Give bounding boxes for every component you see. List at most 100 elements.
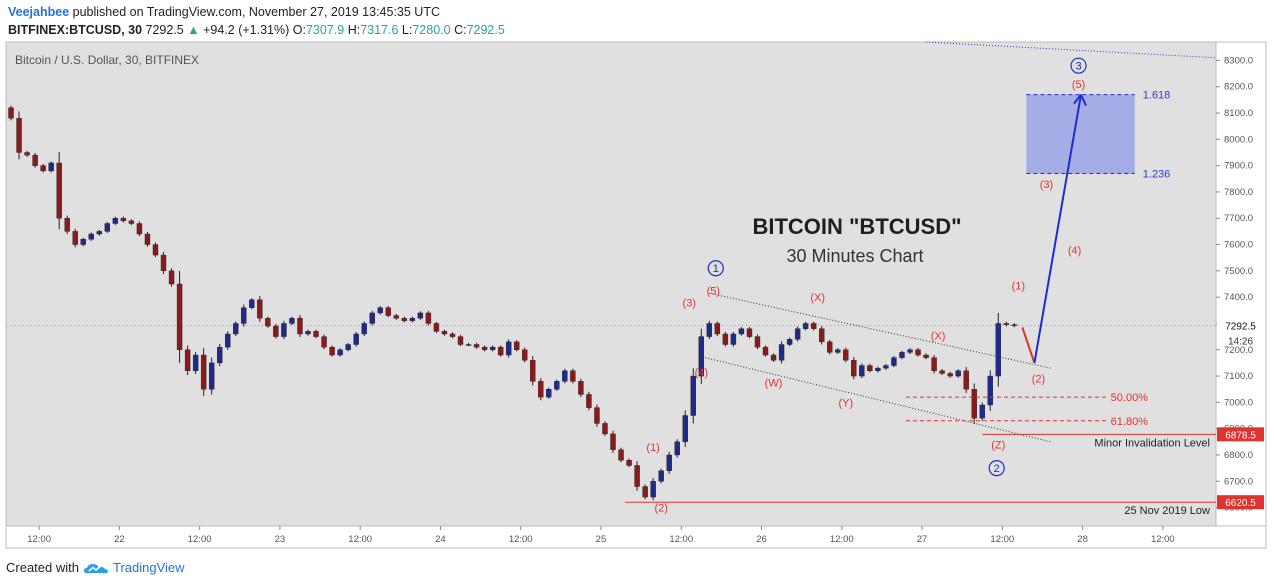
candle-body: [168, 270, 175, 285]
candle-body: [128, 220, 135, 224]
candle-body: [522, 349, 528, 361]
y-tick-label: 7900.0: [1224, 161, 1253, 172]
candle-body: [144, 233, 151, 245]
candle-body: [594, 407, 600, 424]
candle-body: [96, 231, 103, 235]
wave-label: (Y): [838, 397, 853, 409]
candle-body: [417, 312, 424, 319]
y-tick-label: 8100.0: [1224, 108, 1253, 119]
wave-label: (1): [1012, 280, 1025, 292]
candle-body: [505, 341, 512, 356]
last-price-tag-bg: [1217, 318, 1264, 333]
candle-body: [859, 365, 865, 377]
candle-body: [802, 323, 809, 329]
candle-body: [714, 323, 721, 335]
wave-circle: [988, 460, 1005, 477]
candle-body: [915, 349, 921, 356]
candle-body: [513, 341, 520, 350]
candle-body: [618, 449, 624, 461]
x-tick-label: 23: [275, 534, 286, 545]
candles: [8, 105, 1018, 501]
open-value: 7307.9: [305, 23, 345, 37]
candle-body: [810, 323, 817, 329]
chart-subtitle: 30 Minutes Chart: [786, 246, 923, 266]
y-tick-label: 7400.0: [1224, 292, 1253, 303]
candle-body: [819, 328, 825, 343]
candle-body: [289, 317, 295, 324]
y-tick-label: 7200.0: [1224, 345, 1253, 356]
candle-body: [136, 223, 143, 235]
invalidation-label: Minor Invalidation Level: [1094, 437, 1210, 449]
arrow-head: [1073, 93, 1087, 107]
candle-body: [947, 373, 953, 377]
tradingview-brand[interactable]: TradingView: [112, 560, 185, 575]
price-chart[interactable]: Bitcoin / U.S. Dollar, 30, BITFINEX 6600…: [0, 40, 1274, 550]
candle-body: [481, 346, 488, 350]
candle-body: [16, 118, 22, 153]
price-axis[interactable]: [1215, 41, 1267, 527]
candle-body: [642, 486, 648, 498]
x-tick-label: 12:00: [1151, 534, 1175, 545]
candle-body: [441, 331, 448, 335]
x-axis-labels: 12:00 22 12:00 23 12:00 24 12:00 25 12:00 26 12:00…: [27, 526, 1175, 545]
candle-body: [987, 375, 993, 406]
wave-label: (1): [646, 442, 659, 454]
fib-1618-label: 1.618: [1143, 90, 1171, 102]
candle-body: [273, 325, 279, 337]
candle-body: [570, 370, 576, 382]
footer: Created with TradingView: [6, 560, 185, 575]
candle-body: [409, 317, 416, 322]
candle-body: [385, 307, 391, 316]
candle-body: [851, 360, 857, 377]
candle-body: [754, 336, 761, 348]
author-name[interactable]: Veejahbee: [8, 5, 70, 19]
x-tick-label: 12:00: [188, 534, 212, 545]
candle-body: [1003, 323, 1010, 325]
publish-info: Veejahbee published on TradingView.com, …: [8, 5, 440, 19]
y-tick-label: 7000.0: [1224, 397, 1253, 408]
low-label: 25 Nov 2019 Low: [1124, 505, 1210, 517]
candle-body: [192, 354, 199, 372]
chart-title: BITCOIN "BTCUSD": [752, 214, 961, 239]
candle-body: [778, 344, 785, 361]
wave-label: (2): [654, 503, 667, 515]
candle-body: [401, 317, 408, 322]
open-label: O:: [292, 23, 306, 37]
x-tick-label: 12:00: [27, 534, 51, 545]
price-tags: 7292.5 14:26 6878.5 6620.5: [1217, 318, 1264, 510]
last-price: 7292.5: [145, 23, 184, 37]
x-tick-label: 12:00: [348, 534, 372, 545]
low-price-tag-bg: [1217, 495, 1264, 510]
close-value: 7292.5: [466, 23, 505, 37]
candle-body: [931, 357, 937, 372]
candle-body: [610, 433, 616, 450]
fib-level-label: 50.00%: [1111, 392, 1149, 404]
candle-body: [449, 333, 456, 337]
long-trendline: [926, 41, 1217, 59]
candle-body: [923, 354, 929, 358]
x-tick-label: 12:00: [830, 534, 854, 545]
wave-label: (5): [707, 286, 720, 298]
candle-body: [562, 370, 568, 382]
close-label: C:: [454, 23, 467, 37]
candle-body: [208, 362, 215, 390]
candle-body: [883, 365, 889, 369]
candle-body: [867, 365, 873, 372]
wave-label: (Z): [991, 439, 1005, 451]
invalidation-price-tag-bg: [1217, 427, 1264, 442]
candle-body: [225, 333, 231, 348]
candle-body: [152, 244, 159, 256]
instrument-label: Bitcoin / U.S. Dollar, 30, BITFINEX: [15, 53, 199, 67]
candle-body: [72, 231, 78, 245]
fib-level-label: 61.80%: [1111, 416, 1149, 428]
candle-body: [64, 218, 70, 232]
candle-body: [345, 344, 351, 350]
fib-1236-label: 1.236: [1143, 169, 1171, 181]
time-axis[interactable]: [5, 525, 1267, 549]
candle-body: [762, 346, 769, 356]
candle-body: [682, 415, 688, 443]
wave-label: (X): [931, 330, 946, 342]
candle-body: [361, 323, 367, 335]
candle-body: [200, 354, 207, 390]
candle-body: [786, 339, 793, 345]
